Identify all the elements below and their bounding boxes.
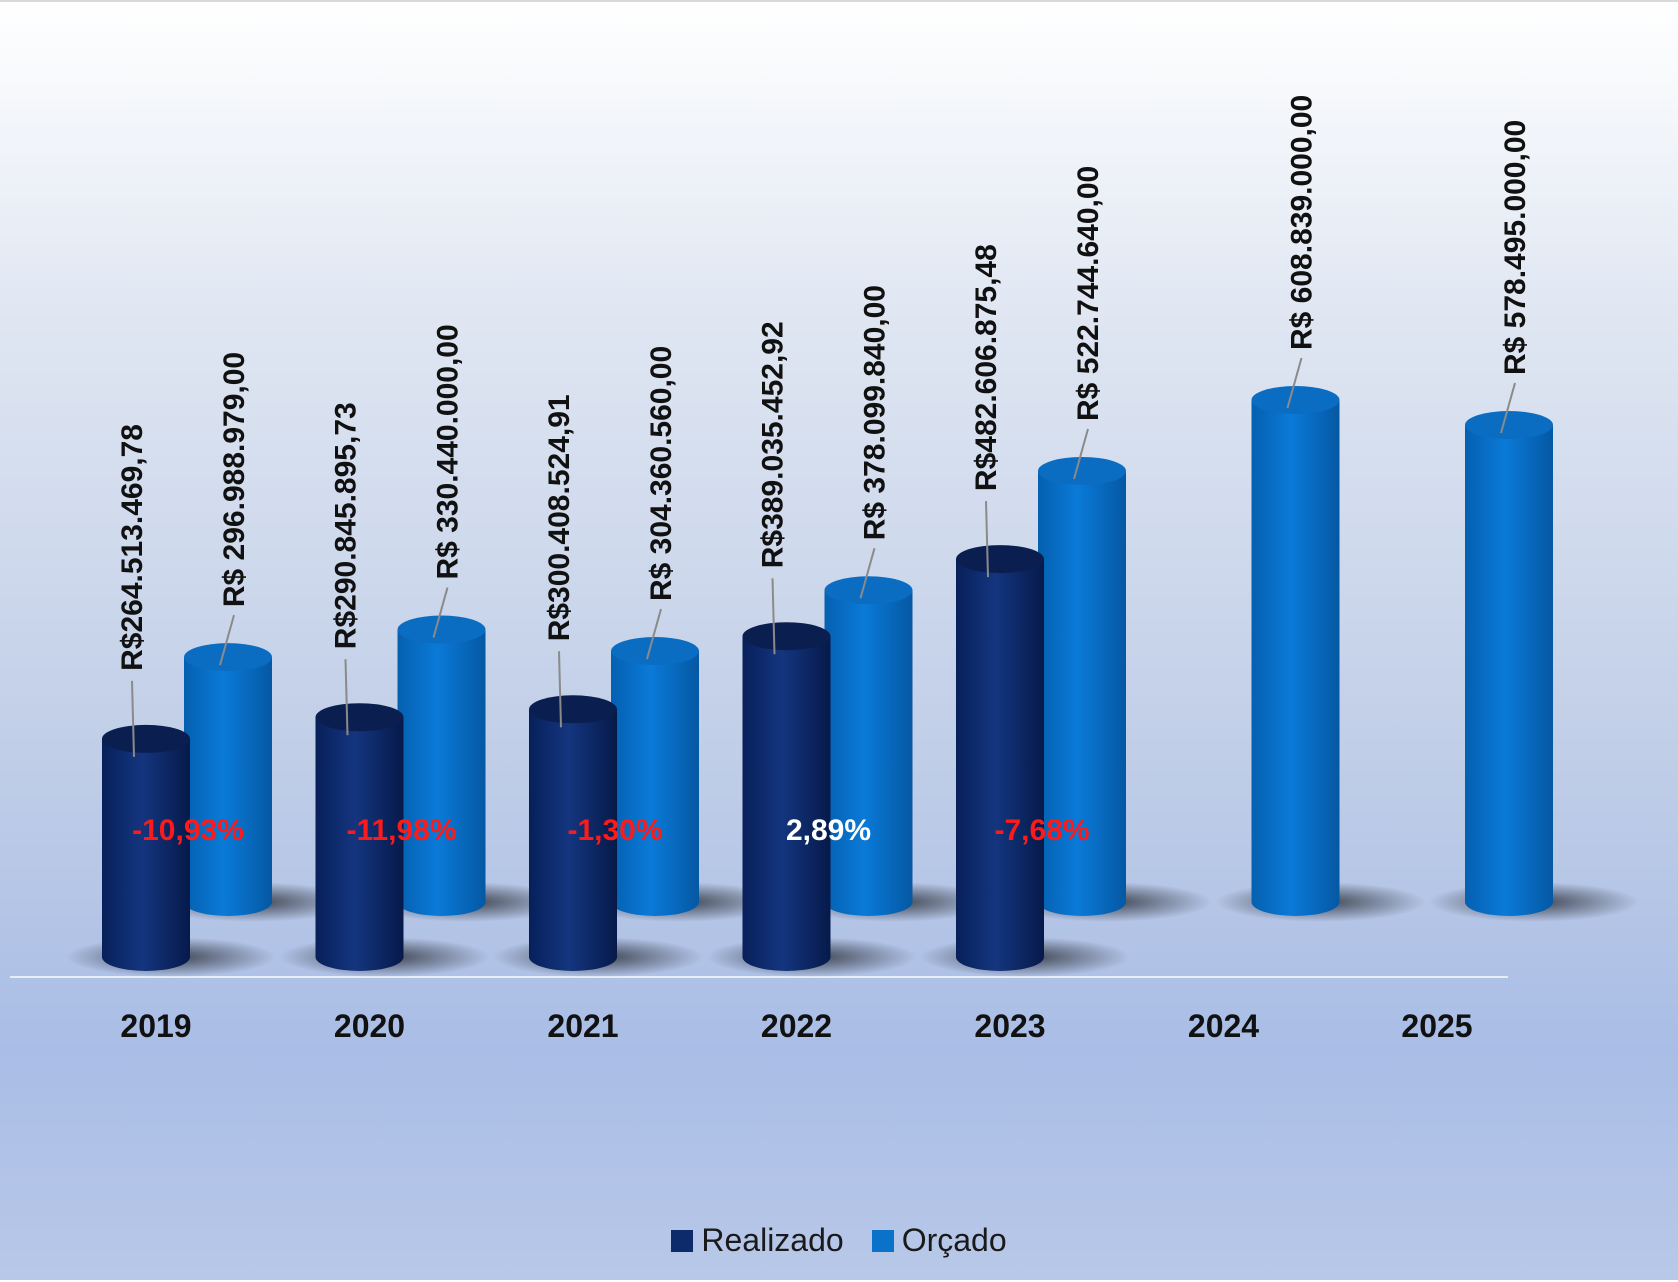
legend-swatch-orcado <box>871 1229 894 1252</box>
bar-orcado-2020-base <box>397 888 486 916</box>
leader-orcado-2025 <box>1500 382 1516 434</box>
label-realizado-2019: R$264.513.469,78 <box>116 424 149 671</box>
legend: Realizado Orçado <box>0 1222 1678 1259</box>
bar-realizado-2019-body <box>102 738 190 957</box>
legend-item-orcado: Orçado <box>871 1222 1007 1259</box>
legend-swatch-realizado <box>671 1229 694 1252</box>
x-tick-label-2019: 2019 <box>120 1008 191 1044</box>
legend-label-realizado: Realizado <box>701 1222 844 1258</box>
variation-label-2019: -10,93% <box>132 814 244 847</box>
bar-orcado-2025 <box>1429 411 1639 922</box>
bar-orcado-2019-base <box>184 888 272 916</box>
bar-orcado-2020-body <box>397 629 486 902</box>
leader-orcado-2019 <box>219 614 235 666</box>
leader-orcado-2022 <box>859 547 876 599</box>
bar-orcado-2022 <box>788 576 999 922</box>
variation-label-2020: -11,98% <box>346 814 456 847</box>
label-orcado-2021: R$ 304.360.560,00 <box>645 346 678 601</box>
bar-orcado-2021-cap <box>611 637 699 666</box>
leader-orcado-2024 <box>1286 357 1303 409</box>
bar-realizado-2020 <box>279 703 490 977</box>
bar-realizado-2019 <box>66 724 276 977</box>
legend-item-realizado: Realizado <box>671 1222 844 1259</box>
label-realizado-2022: R$389.035.452,92 <box>757 321 790 568</box>
leader-realizado-2022 <box>771 578 776 655</box>
leader-orcado-2020 <box>432 587 449 638</box>
x-tick-label-2021: 2021 <box>547 1008 618 1044</box>
bar-orcado-2022-body <box>824 590 913 902</box>
label-orcado-2024: R$ 608.839.000,00 <box>1286 95 1319 350</box>
bar-realizado-2021-cap <box>529 695 617 724</box>
label-orcado-2025: R$ 578.495.000,00 <box>1499 120 1532 375</box>
bar-realizado-2022 <box>706 622 917 977</box>
bar-realizado-2023-base <box>956 943 1044 971</box>
bar-realizado-2020-cap <box>315 703 404 732</box>
bar-realizado-2020-base <box>315 943 404 971</box>
label-orcado-2022: R$ 378.099.840,00 <box>859 285 892 540</box>
bar-orcado-2022-base <box>824 888 913 916</box>
bar-realizado-2022-body <box>742 636 831 957</box>
bar-realizado-2022-cap <box>742 622 831 651</box>
bar-orcado-2025-base <box>1465 888 1553 916</box>
bar-realizado-2019-cap <box>102 724 190 753</box>
bar-orcado-2019-body <box>184 657 272 902</box>
bar-orcado-2024 <box>1215 386 1426 922</box>
bar-realizado-2023-body <box>956 559 1044 957</box>
leader-realizado-2020 <box>344 659 349 736</box>
bar-orcado-2024-body <box>1251 400 1340 902</box>
label-orcado-2023: R$ 522.744.640,00 <box>1072 166 1105 421</box>
leader-realizado-2023 <box>985 501 989 578</box>
bar-realizado-2019-base <box>102 943 190 971</box>
label-orcado-2019: R$ 296.988.979,00 <box>218 352 251 607</box>
label-realizado-2020: R$290.845.895,73 <box>330 402 363 649</box>
bar-orcado-2024-cap <box>1251 386 1340 414</box>
bar-orcado-2019 <box>148 643 358 922</box>
label-realizado-2023: R$482.606.875,48 <box>970 244 1003 491</box>
x-tick-label-2020: 2020 <box>334 1008 405 1044</box>
bar-orcado-2019-cap <box>184 643 272 672</box>
bar-realizado-2021 <box>493 695 703 977</box>
bar-orcado-2020-cap <box>397 615 486 644</box>
bar-orcado-2023-base <box>1038 888 1126 916</box>
bar-orcado-2023-cap <box>1038 456 1126 485</box>
bar-orcado-2021 <box>575 637 785 922</box>
bar-realizado-2021-body <box>529 709 617 957</box>
bar-realizado-2023 <box>920 545 1130 977</box>
bar-realizado-2023-cap <box>956 545 1044 574</box>
x-tick-label-2025: 2025 <box>1401 1008 1472 1044</box>
bar-orcado-2024-base <box>1251 888 1340 916</box>
variation-label-2021: -1,30% <box>567 814 662 847</box>
label-realizado-2021: R$300.408.524,91 <box>543 394 576 641</box>
bar-orcado-2023 <box>1002 456 1212 922</box>
leader-realizado-2019 <box>131 680 135 757</box>
label-orcado-2020: R$ 330.440.000,00 <box>432 324 465 579</box>
bar-orcado-2025-cap <box>1465 411 1553 440</box>
variation-label-2022: 2,89% <box>786 814 871 847</box>
bar-orcado-2020 <box>361 615 572 922</box>
x-tick-label-2022: 2022 <box>761 1008 832 1044</box>
x-tick-label-2023: 2023 <box>974 1008 1045 1044</box>
bar-realizado-2021-base <box>529 943 617 971</box>
leader-orcado-2023 <box>1073 428 1089 480</box>
bar-orcado-2025-body <box>1465 425 1553 902</box>
bar-realizado-2020-body <box>315 717 404 957</box>
bar-orcado-2021-body <box>611 651 699 902</box>
leader-orcado-2021 <box>646 608 662 660</box>
bar-orcado-2022-cap <box>824 576 913 605</box>
variation-label-2023: -7,68% <box>994 814 1089 847</box>
bar-realizado-2022-base <box>742 943 831 971</box>
bar-orcado-2021-base <box>611 888 699 916</box>
legend-label-orcado: Orçado <box>901 1222 1007 1258</box>
bar-orcado-2023-body <box>1038 470 1126 902</box>
leader-realizado-2021 <box>558 651 562 728</box>
x-tick-label-2024: 2024 <box>1188 1008 1259 1044</box>
